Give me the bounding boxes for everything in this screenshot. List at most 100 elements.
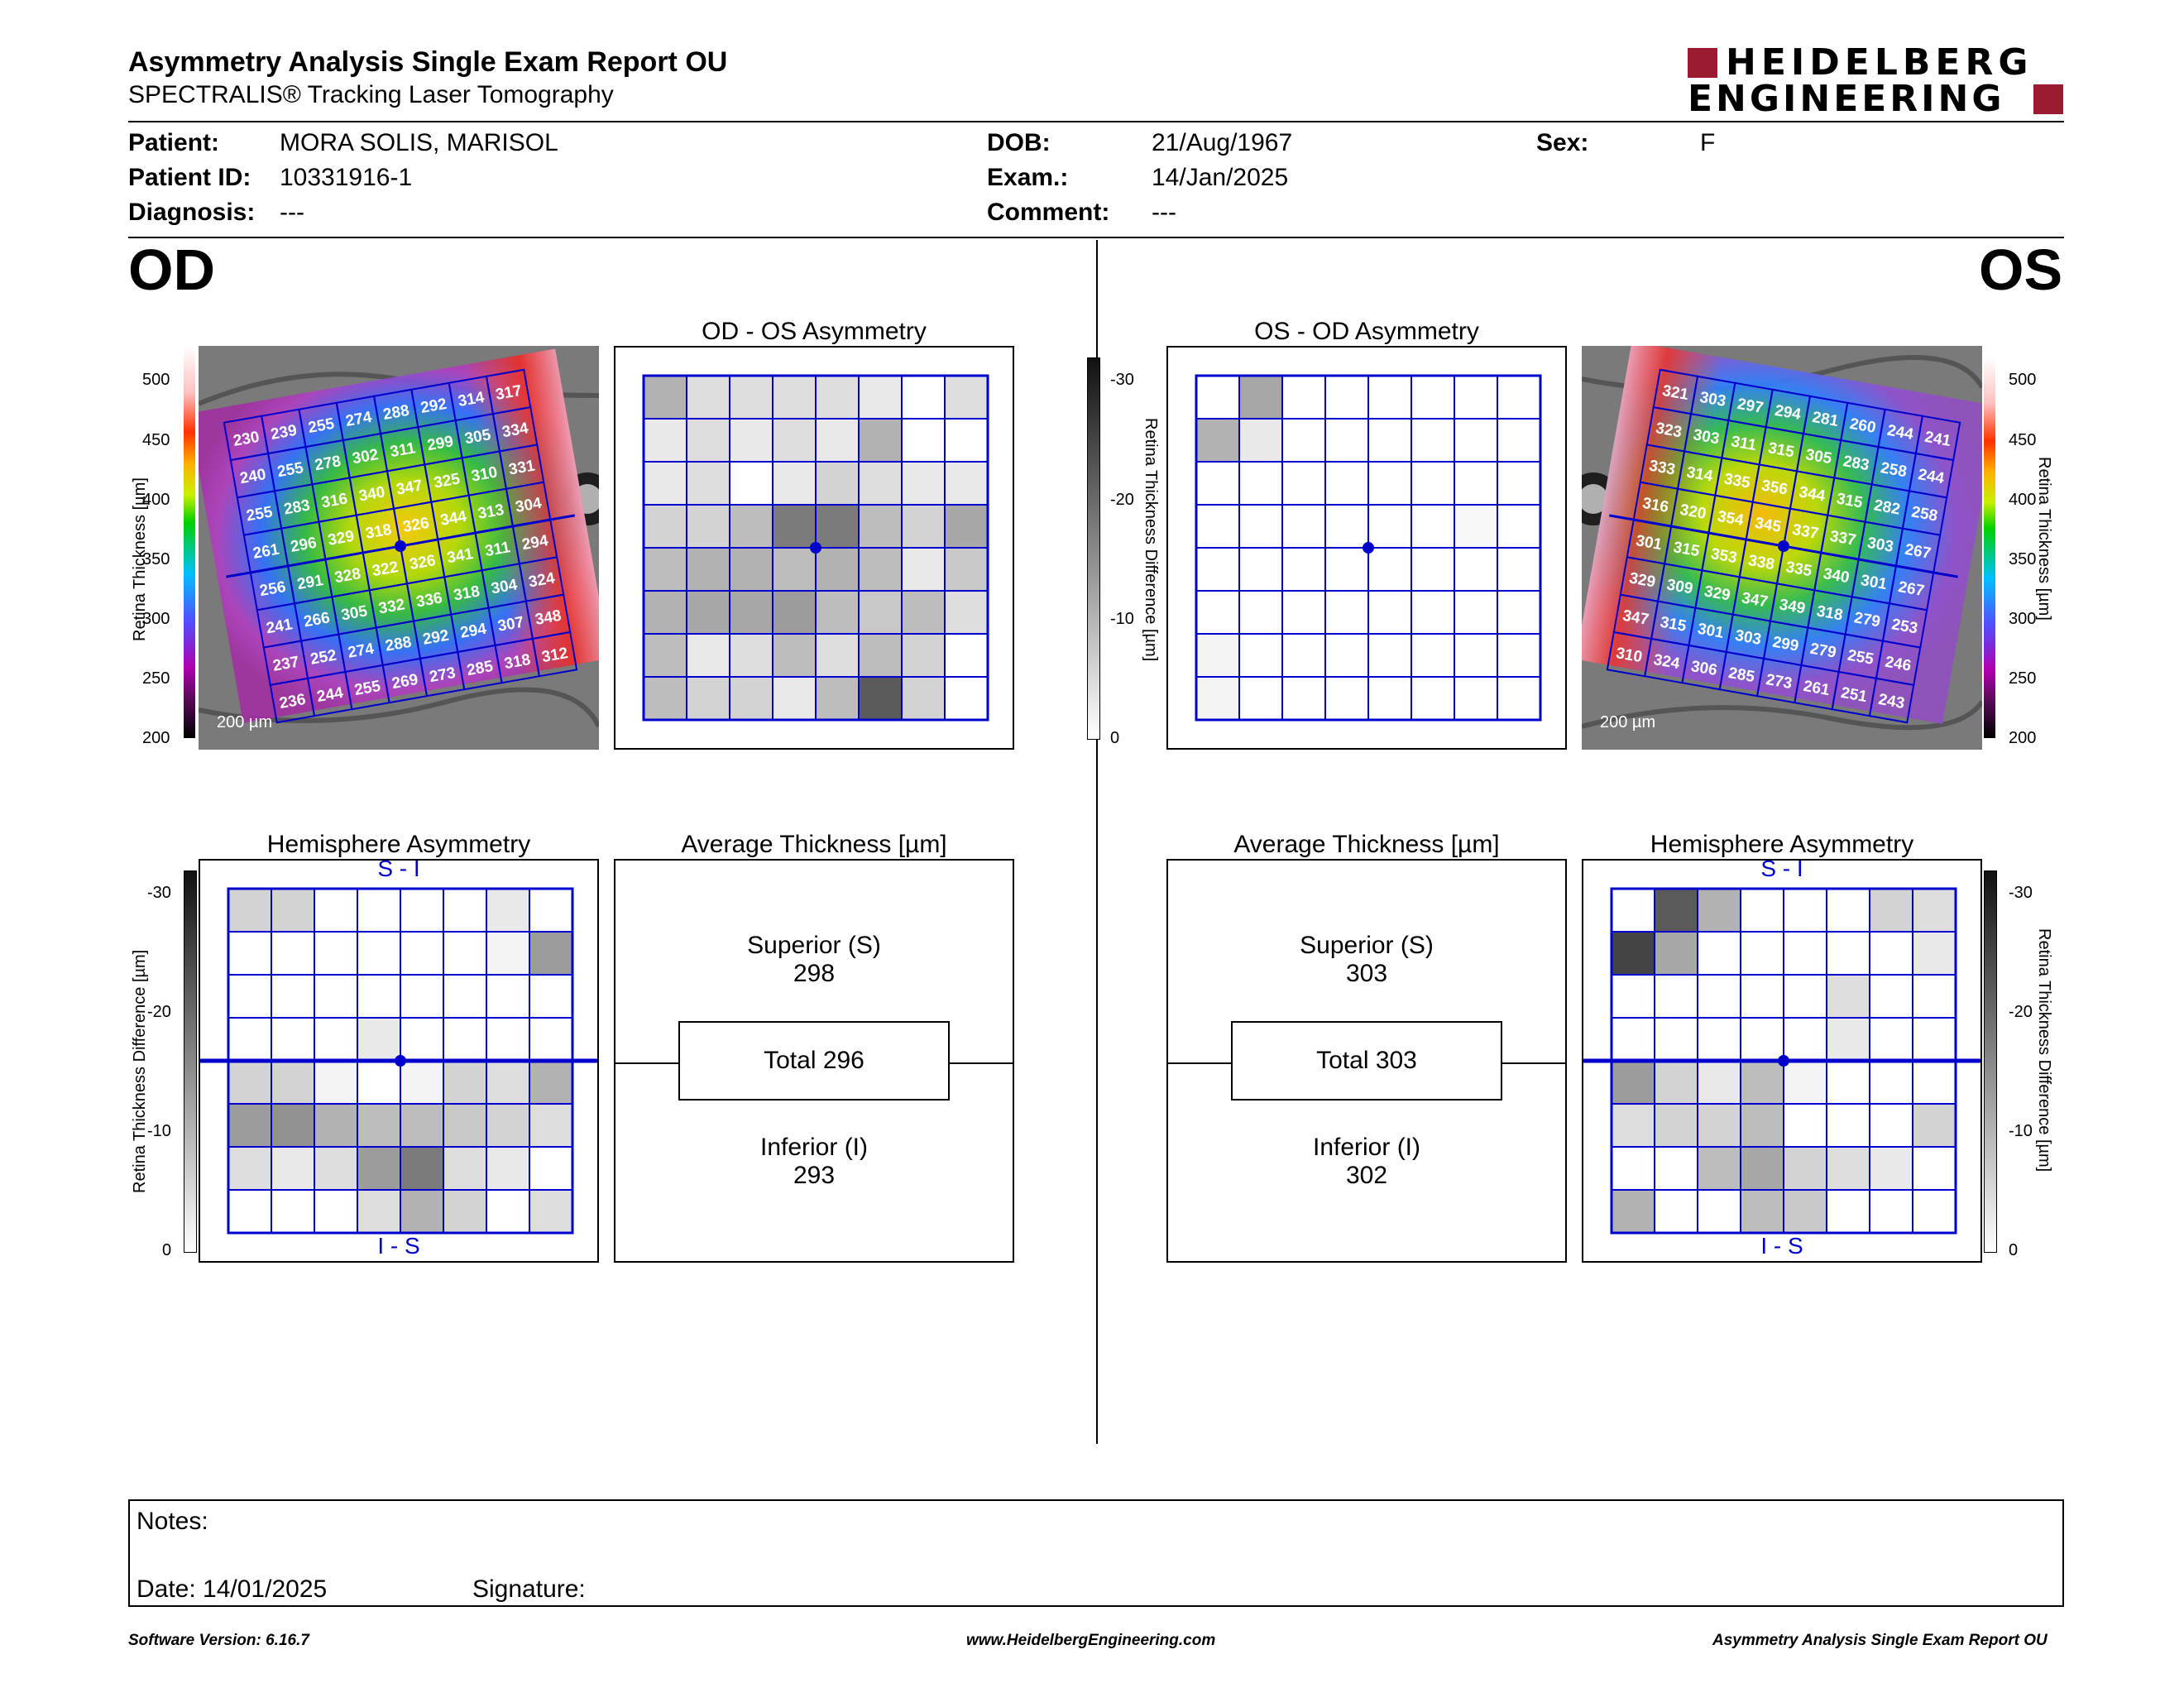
od-asymmetry-cell-r0-c0 (643, 375, 687, 420)
os-asymmetry-cell-r6-c3 (1324, 633, 1369, 678)
od-thickness-value-r1-c3: 302 (351, 446, 380, 468)
od-asymmetry-cell-r5-c7 (944, 590, 989, 635)
os-hemisphere-cell-r4-c1 (1654, 1060, 1698, 1105)
os-hemisphere-cell-r5-c7 (1912, 1103, 1956, 1148)
os-asymmetry-cell-r3-c1 (1238, 504, 1283, 549)
od-asymmetry-title: OD - OS Asymmetry (702, 318, 927, 345)
heidelberg-logo: HEIDELBERG ENGINEERING (1688, 45, 2068, 117)
od-hemisphere-cell-r6-c3 (357, 1146, 401, 1191)
od-hemisphere-cell-r6-c7 (529, 1146, 573, 1191)
os-asymmetry-cell-r4-c3 (1324, 547, 1369, 592)
os-asymmetry-grid (1195, 374, 1542, 722)
os-thickness-value-r4-c1: 315 (1672, 539, 1701, 560)
od-thickness-value-r6-c3: 288 (384, 634, 413, 655)
od-hemisphere-cell-r3-c0 (228, 1017, 272, 1062)
os-asymmetry-cell-r2-c1 (1238, 461, 1283, 506)
od-thickness-value-r3-c5: 344 (439, 508, 468, 530)
od-total-box: Total 296 (678, 1021, 950, 1101)
os-hemisphere-cell-r5-c3 (1740, 1103, 1784, 1148)
od-asymmetry-cell-r4-c0 (643, 547, 687, 592)
od-asymmetry-cell-r1-c6 (901, 418, 946, 463)
od-hemisphere-cell-r7-c7 (529, 1189, 573, 1234)
od-thickness-value-r2-c2: 316 (320, 490, 349, 511)
os-asymmetry-cell-r2-c4 (1367, 461, 1412, 506)
os-thickness-value-r1-c1: 303 (1692, 426, 1721, 448)
os-thickness-value-r6-c7: 246 (1884, 654, 1913, 675)
os-asymmetry-cell-r3-c6 (1454, 504, 1498, 549)
od-hemi-tick-20: -20 (147, 1003, 171, 1021)
os-hemisphere-cell-r3-c4 (1783, 1017, 1827, 1062)
os-hemisphere-cell-r4-c3 (1740, 1060, 1784, 1105)
od-hemisphere-cell-r6-c0 (228, 1146, 272, 1191)
os-hemisphere-cell-r1-c0 (1611, 931, 1655, 976)
od-hemisphere-cell-r7-c3 (357, 1189, 401, 1234)
od-hemisphere-cell-r0-c7 (529, 888, 573, 933)
os-thickness-colorbar (1984, 357, 1995, 738)
os-asymmetry-cell-r6-c5 (1410, 633, 1455, 678)
os-thickness-fovea-marker (1778, 540, 1789, 552)
center-diff-tick-20: -20 (1110, 491, 1134, 509)
os-thickness-value-r6-c2: 301 (1696, 621, 1725, 642)
od-thickness-value-r4-c7: 294 (520, 532, 549, 554)
os-asymmetry-cell-r0-c5 (1410, 375, 1455, 420)
os-asymmetry-cell-r0-c0 (1195, 375, 1240, 420)
od-thickness-value-r6-c1: 252 (309, 647, 338, 669)
os-hemi-tick-10: -10 (2009, 1122, 2033, 1140)
od-thickness-value-r1-c6: 305 (463, 426, 492, 448)
od-thick-tick-250: 250 (142, 669, 170, 688)
os-hemisphere-title: Hemisphere Asymmetry (1650, 831, 1914, 858)
os-asymmetry-cell-r1-c4 (1367, 418, 1412, 463)
od-asymmetry-cell-r7-c3 (772, 676, 817, 721)
os-hemisphere-cell-r7-c2 (1697, 1189, 1741, 1234)
od-thickness-value-r5-c4: 336 (414, 589, 443, 611)
os-hemisphere-cell-r3-c6 (1869, 1017, 1913, 1062)
od-asymmetry-cell-r0-c3 (772, 375, 817, 420)
os-asymmetry-cell-r1-c2 (1281, 418, 1326, 463)
od-thickness-value-r5-c5: 318 (453, 583, 481, 604)
od-asymmetry-cell-r0-c6 (901, 375, 946, 420)
dob-value: 21/Aug/1967 (1152, 129, 1293, 156)
os-hemisphere-cell-r6-c4 (1783, 1146, 1827, 1191)
os-thickness-value-r0-c6: 244 (1886, 422, 1915, 444)
os-thickness-value-r3-c0: 316 (1641, 495, 1670, 516)
od-asymmetry-cell-r1-c1 (686, 418, 730, 463)
od-thick-tick-350: 350 (142, 550, 170, 568)
os-hemisphere-cell-r0-c1 (1654, 888, 1698, 933)
od-thickness-value-r2-c3: 340 (357, 483, 386, 505)
os-thickness-value-r1-c2: 311 (1730, 433, 1758, 454)
od-hemisphere-cell-r0-c0 (228, 888, 272, 933)
os-hemisphere-cell-r6-c6 (1869, 1146, 1913, 1191)
od-thickness-value-r4-c4: 326 (408, 552, 437, 573)
os-thick-tick-450: 450 (2009, 431, 2037, 449)
os-hemisphere-cell-r0-c4 (1783, 888, 1827, 933)
od-hemisphere-cell-r4-c3 (357, 1060, 401, 1105)
os-hemi-tick-0: 0 (2009, 1241, 2019, 1259)
os-thickness-value-r7-c1: 324 (1652, 651, 1681, 673)
os-hemisphere-cell-r2-c6 (1869, 974, 1913, 1019)
os-hemisphere-cell-r4-c5 (1826, 1060, 1870, 1105)
os-asymmetry-cell-r5-c3 (1324, 590, 1369, 635)
od-asymmetry-cell-r0-c1 (686, 375, 730, 420)
os-thickness-value-r1-c3: 315 (1767, 439, 1796, 461)
od-asymmetry-cell-r6-c4 (815, 633, 860, 678)
od-hemisphere-cell-r5-c1 (271, 1103, 315, 1148)
od-thickness-value-r7-c0: 236 (278, 691, 307, 712)
os-thickness-value-r4-c7: 267 (1897, 578, 1926, 600)
os-hemisphere-cell-r2-c3 (1740, 974, 1784, 1019)
od-asymmetry-fovea-marker (810, 542, 821, 554)
od-hemisphere-cell-r2-c0 (228, 974, 272, 1019)
od-thickness-value-r4-c0: 256 (258, 578, 287, 600)
od-asymmetry-cell-r4-c5 (858, 547, 903, 592)
comment-label: Comment: (987, 199, 1110, 226)
os-hemisphere-cell-r2-c1 (1654, 974, 1698, 1019)
od-asymmetry-cell-r5-c4 (815, 590, 860, 635)
os-thickness-value-r6-c5: 279 (1808, 640, 1837, 662)
od-eye-label: OD (128, 237, 215, 302)
os-asymmetry-cell-r7-c6 (1454, 676, 1498, 721)
website-link[interactable]: www.HeidelbergEngineering.com (966, 1632, 1216, 1649)
os-hemisphere-cell-r5-c5 (1826, 1103, 1870, 1148)
od-asymmetry-cell-r7-c0 (643, 676, 687, 721)
footer-report-name: Asymmetry Analysis Single Exam Report OU (1712, 1632, 2048, 1649)
os-asymmetry-cell-r3-c2 (1281, 504, 1326, 549)
od-hemisphere-title: Hemisphere Asymmetry (266, 831, 531, 858)
